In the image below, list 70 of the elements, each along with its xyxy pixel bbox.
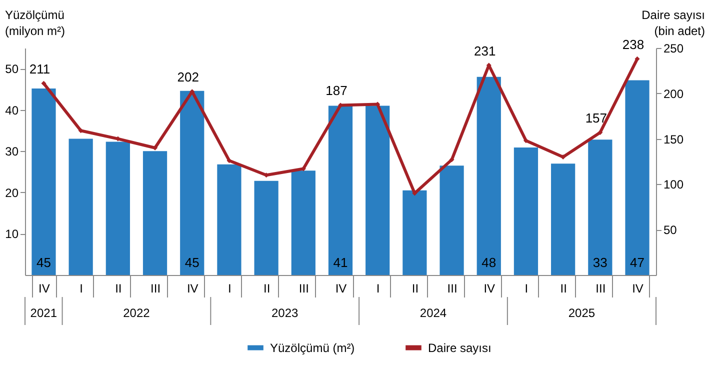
data-label: 238 [622, 36, 644, 52]
bar [440, 166, 464, 275]
y-tick-label: 40 [5, 103, 19, 118]
x-tick-label: IV [632, 282, 644, 296]
data-label: 187 [326, 83, 348, 98]
x-tick-label: I [228, 282, 232, 296]
y2-tick-label: 100 [664, 178, 684, 192]
bar [254, 180, 278, 275]
x-tick-label: IV [335, 282, 347, 296]
data-label: 45 [184, 255, 200, 270]
y2-tick-label: 150 [664, 132, 684, 146]
y2-tick-label: 250 [664, 42, 684, 56]
data-label: 231 [474, 43, 496, 58]
point [598, 130, 603, 135]
bar [291, 170, 316, 275]
y2-tick-label: 50 [664, 223, 678, 238]
text: 2025 [568, 306, 596, 320]
bar [180, 90, 204, 275]
x-tick-label: III [150, 282, 161, 296]
bar [551, 164, 576, 275]
bar [217, 164, 242, 275]
data-label: 48 [482, 255, 496, 270]
bar [402, 190, 427, 275]
x-tick-label: I [80, 282, 83, 296]
data-label: 33 [592, 255, 608, 270]
data-label: 41 [333, 255, 348, 270]
bar [68, 138, 93, 275]
bar [366, 106, 390, 275]
data-label: 211 [29, 61, 50, 76]
data-label: 47 [630, 255, 644, 270]
x-tick-label: I [524, 282, 528, 296]
y2-tick-label: 200 [664, 86, 684, 101]
x-tick-label: I [376, 282, 380, 296]
bar [106, 142, 130, 275]
text: 2023 [272, 306, 299, 320]
point [41, 80, 46, 86]
point [560, 154, 566, 160]
y2-axis-title: Daire sayısı (bin adet) [642, 8, 705, 38]
legend-label: Daire sayısı [428, 340, 492, 355]
bar [32, 88, 56, 275]
x-tick-label: III [447, 282, 458, 296]
y-axis-title: Yüzölçümü (milyon m²) [5, 8, 65, 38]
y-tick-label: 30 [5, 144, 19, 159]
data-label: 202 [177, 70, 199, 85]
y-tick-label: 20 [5, 186, 19, 200]
bar [328, 106, 353, 275]
x-tick-label: IV [484, 282, 496, 296]
text: 2021 [30, 306, 58, 320]
x-tick-label: II [263, 282, 270, 296]
text: 2024 [420, 306, 447, 320]
bar [476, 76, 501, 275]
data-label: 45 [36, 255, 51, 270]
x-tick-label: II [412, 282, 419, 296]
y-tick-label: 50 [5, 62, 19, 76]
x-tick-label: III [596, 282, 606, 296]
y-tick-label: 10 [5, 227, 19, 242]
x-tick-label: IV [38, 282, 50, 296]
x-tick-label: II [560, 282, 567, 296]
bar [588, 140, 612, 275]
bar [142, 151, 168, 275]
bar [514, 147, 538, 275]
text: 2022 [123, 306, 150, 320]
x-tick-label: III [298, 282, 309, 296]
point [523, 138, 528, 144]
legend-label: Yüzölçümü (m²) [270, 340, 355, 355]
x-tick-label: II [115, 282, 122, 296]
data-label: 157 [585, 110, 608, 126]
point [634, 56, 640, 62]
x-tick-label: IV [186, 282, 198, 296]
bar [625, 80, 650, 275]
